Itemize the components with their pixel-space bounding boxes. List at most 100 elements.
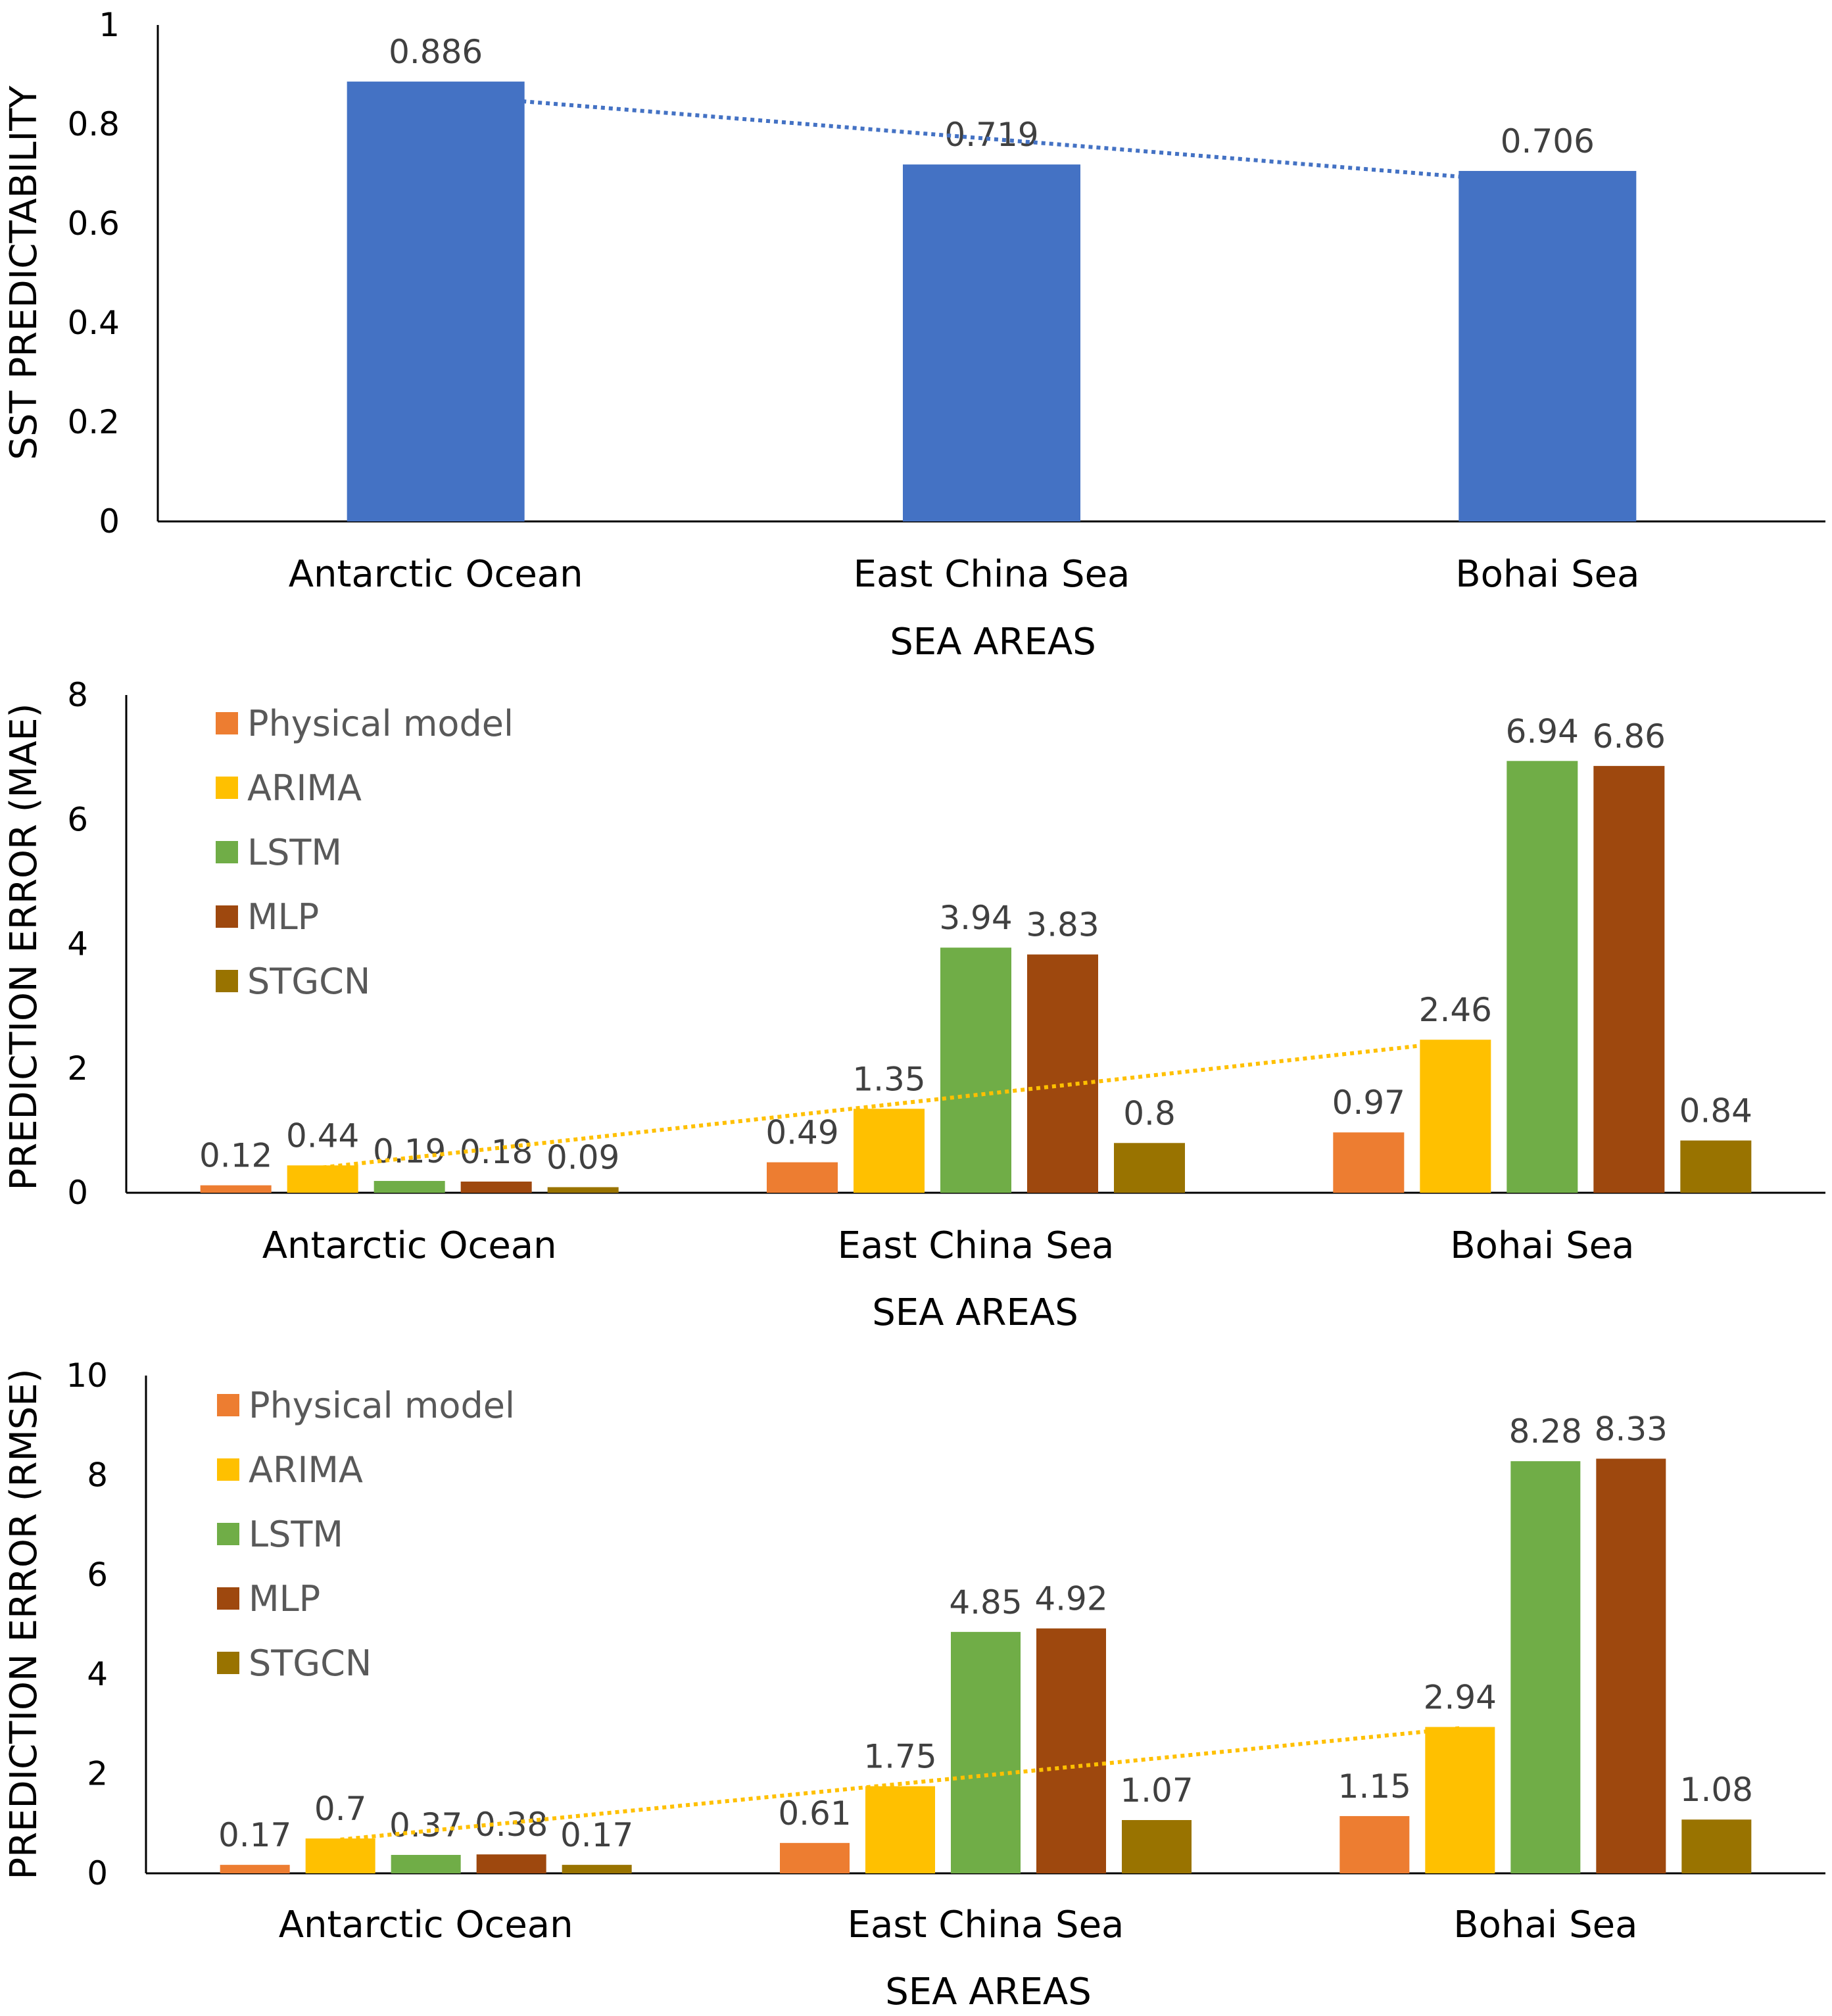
legend-swatch <box>217 1652 239 1674</box>
data-label: 0.17 <box>560 1816 633 1854</box>
data-label: 0.12 <box>199 1137 272 1175</box>
y-tick-label: 0.8 <box>67 105 120 143</box>
x-category-label: Bohai Sea <box>1455 553 1639 596</box>
y-tick-label: 6 <box>67 800 88 838</box>
data-label: 4.92 <box>1034 1580 1107 1618</box>
data-label: 0.61 <box>778 1794 851 1833</box>
bar <box>1333 1132 1405 1193</box>
bar <box>1680 1140 1752 1193</box>
data-label: 6.94 <box>1506 712 1579 750</box>
x-category-label: Antarctic Ocean <box>262 1224 557 1267</box>
legend-swatch <box>216 841 238 863</box>
bar <box>1593 765 1665 1193</box>
bar <box>374 1181 445 1193</box>
data-label: 8.28 <box>1509 1412 1582 1451</box>
bar <box>476 1854 546 1873</box>
y-tick-label: 6 <box>87 1556 108 1594</box>
data-label: 2.94 <box>1424 1678 1497 1716</box>
bar <box>1420 1040 1491 1193</box>
bar <box>865 1786 935 1873</box>
chart-3: 0 2 4 6 8 10 Antarctic Ocean East China Sea Boha… <box>3 1356 1825 2013</box>
x-category-label: East China Sea <box>848 1904 1124 1946</box>
bar <box>1596 1458 1666 1873</box>
bar <box>1027 954 1098 1193</box>
data-label: 0.38 <box>475 1806 548 1844</box>
legend: Physical model ARIMA LSTM MLP STGCN <box>216 703 514 1002</box>
y-tick-label: 0.4 <box>67 304 120 342</box>
data-label: 2.46 <box>1419 991 1492 1029</box>
y-tick-label: 4 <box>87 1655 108 1693</box>
y-tick-label: 2 <box>67 1049 88 1088</box>
legend-swatch <box>217 1523 239 1545</box>
x-category-label: Bohai Sea <box>1453 1904 1637 1946</box>
bar <box>1036 1628 1106 1873</box>
bar <box>1122 1820 1192 1873</box>
y-tick-label: 2 <box>87 1755 108 1793</box>
legend-swatch <box>216 970 238 992</box>
y-axis-title: SST PREDICTABILITY <box>3 85 45 460</box>
legend-label: Physical model <box>249 1385 515 1426</box>
legend-swatch <box>217 1394 239 1416</box>
bar <box>940 948 1011 1193</box>
y-tick-label: 0 <box>99 502 120 540</box>
y-tick-label: 0 <box>67 1174 88 1212</box>
x-category-label: Antarctic Ocean <box>289 553 583 596</box>
y-tick-label: 0.6 <box>67 204 120 243</box>
bar <box>780 1842 850 1873</box>
x-category-label: Antarctic Ocean <box>279 1904 573 1946</box>
data-label: 3.83 <box>1026 906 1099 944</box>
bar <box>391 1854 461 1873</box>
x-category-label: Bohai Sea <box>1450 1224 1634 1267</box>
data-label: 1.07 <box>1120 1771 1193 1810</box>
legend-label: STGCN <box>247 961 370 1002</box>
bar <box>767 1162 838 1193</box>
bar <box>1507 761 1578 1193</box>
bar <box>1510 1461 1581 1873</box>
bar <box>1339 1815 1410 1873</box>
bar <box>547 1187 619 1193</box>
trendline <box>340 1726 1460 1842</box>
bar <box>200 1185 272 1193</box>
x-axis-title: SEA AREAS <box>885 1971 1092 2013</box>
x-axis-title: SEA AREAS <box>872 1291 1078 1334</box>
data-label: 1.15 <box>1338 1767 1411 1806</box>
bar <box>854 1109 925 1193</box>
bar <box>1114 1143 1185 1193</box>
y-axis-title: PREDICTION ERROR (MAE) <box>3 704 45 1191</box>
data-label: 0.97 <box>1332 1084 1405 1122</box>
data-label: 0.84 <box>1679 1092 1752 1130</box>
data-label: 0.09 <box>546 1138 619 1176</box>
y-tick-label: 10 <box>66 1356 108 1395</box>
y-axis-title: PREDICTION ERROR (RMSE) <box>3 1368 45 1879</box>
y-tick-label: 8 <box>87 1456 108 1494</box>
legend-swatch <box>216 712 238 734</box>
data-label: 0.19 <box>373 1132 446 1170</box>
data-label: 1.75 <box>863 1738 936 1776</box>
bar <box>562 1865 632 1873</box>
legend-label: STGCN <box>249 1643 372 1684</box>
data-label: 0.886 <box>389 33 483 71</box>
data-label: 0.17 <box>218 1816 291 1854</box>
legend-label: ARIMA <box>249 1449 363 1491</box>
bar <box>220 1865 290 1873</box>
legend-label: ARIMA <box>247 767 362 809</box>
bar <box>1681 1819 1752 1873</box>
legend-label: LSTM <box>247 832 342 873</box>
legend-swatch <box>216 905 238 928</box>
y-tick-label: 1 <box>99 6 120 44</box>
chart-2: 0 2 4 6 8 Antarctic Ocean East China Sea Bohai … <box>3 676 1825 1334</box>
trendline <box>322 1040 1456 1170</box>
legend-label: MLP <box>247 896 319 938</box>
y-tick-label: 0 <box>87 1854 108 1892</box>
data-label: 0.706 <box>1501 122 1595 160</box>
x-axis-title: SEA AREAS <box>890 621 1096 663</box>
data-label: 0.7 <box>314 1790 367 1828</box>
bar <box>287 1165 358 1193</box>
legend-swatch <box>216 777 238 799</box>
data-label: 0.49 <box>765 1114 838 1152</box>
data-label: 0.719 <box>944 116 1038 154</box>
y-tick-label: 8 <box>67 676 88 714</box>
data-label: 6.86 <box>1593 717 1666 756</box>
bar <box>903 164 1080 521</box>
